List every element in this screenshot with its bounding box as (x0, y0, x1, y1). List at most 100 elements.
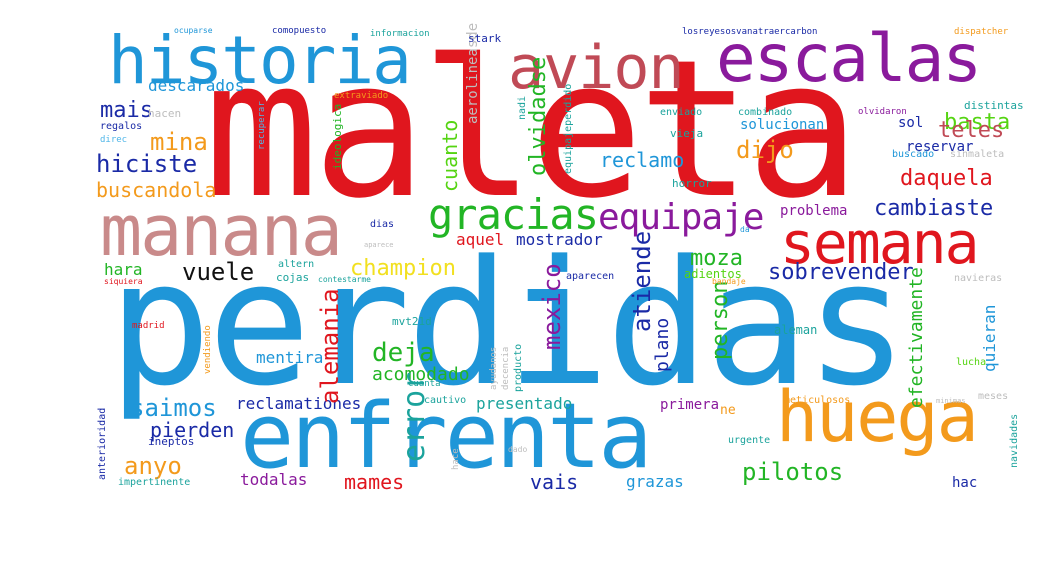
word-saimos: atiende (628, 230, 656, 332)
word-bandaje: bandaje (712, 277, 746, 286)
word-madrid: madrid (132, 321, 165, 331)
word-regalos: regalos (100, 121, 143, 132)
word-atiende: reclamationes (236, 394, 362, 413)
word-todalas: anyo (124, 452, 182, 480)
word-buscado: buscado (892, 149, 935, 160)
word-mina: mina (150, 128, 208, 156)
word-nadi: nadi (517, 95, 528, 120)
word-dispatcher: dispatcher (954, 27, 1009, 37)
word-olvidadse: grazas (626, 472, 684, 491)
word-enviado: enviado (660, 107, 703, 118)
word-informacion: informacion (370, 29, 430, 39)
word-mexico: hac (952, 475, 978, 491)
word-reclamo: reclamo (600, 148, 685, 172)
word-aquel: aquel (456, 230, 505, 249)
word-cambiaste: cambiaste (874, 196, 994, 221)
word-ocuparse: ocuparse (174, 26, 213, 35)
word-ne: ne (720, 403, 736, 418)
word-da: da (740, 225, 750, 234)
word-acomodado: alemania (316, 288, 344, 404)
word-combinado: combinado (738, 107, 793, 118)
word-meses: meses (978, 391, 1009, 402)
word-comopuesto: comopuesto (272, 26, 327, 36)
word-hace: hace (451, 448, 461, 470)
word-anterioridad: anterioridad (97, 407, 108, 480)
word-navidades: navidades (1009, 413, 1020, 468)
word-grazas: saimos (130, 394, 217, 422)
word-descarados: pilotos (742, 458, 844, 486)
word-quieran: olvidadse (526, 56, 551, 176)
word-recuperar: recuperar (257, 101, 267, 150)
word-cautivo: cautivo (424, 395, 467, 406)
word-manana: manana (100, 190, 343, 272)
word-anyo: person (708, 280, 733, 360)
word-aerolineasde: mames (344, 470, 405, 494)
word-siquiera: siquiera (104, 277, 143, 286)
word-aparecen: aparecen (566, 271, 615, 282)
word-problema: problema (780, 203, 848, 219)
word-vuele: vuele (182, 258, 255, 286)
word-vieja: vieja (670, 127, 704, 140)
word-moza: moza (690, 246, 743, 271)
word-reclamationes: presentado (476, 394, 573, 413)
word-reservar: reservar (906, 139, 974, 155)
word-maleta: maleta (204, 19, 860, 240)
word-minimas: minimas (936, 397, 966, 405)
word-contestarme: contestarme (318, 275, 371, 284)
word-sinmaleta: sinmaleta (950, 149, 1005, 160)
word-stark: stark (468, 32, 502, 45)
word-hiciste: hiciste (96, 150, 198, 178)
word-sol: sol (898, 115, 924, 131)
word-huega: huega (776, 376, 979, 458)
word-presentado: efectivamente (906, 267, 927, 408)
word-horror: horror (672, 177, 712, 190)
word-historia: historia (108, 22, 412, 99)
word-altern: altern (278, 259, 315, 270)
word-dijo: dijo (736, 136, 794, 164)
word-aparece: aparece (364, 241, 394, 249)
word-daquela: daquela (900, 166, 993, 191)
word-navieras: navieras (954, 273, 1003, 284)
word-impertinente: impertinente (118, 477, 191, 488)
word-ideologica: ideologica (331, 103, 344, 170)
word-sobrevender: sobrevender (768, 260, 914, 285)
word-distintas: distintas (964, 99, 1024, 112)
word-equipaje: equipaje (598, 197, 764, 238)
word-cuanto: vais (530, 470, 579, 494)
word-alemania: todalas (240, 470, 308, 489)
word-mostrador: mostrador (516, 230, 603, 249)
word-equipajeperdido: equipajeperdido (563, 83, 574, 174)
word-person: descarados (148, 76, 245, 95)
word-producto: producto (513, 343, 524, 392)
word-solucionan: solucionan (740, 117, 825, 133)
word-mentira: mexico (538, 263, 566, 350)
word-enfrenta: enfrenta (240, 384, 652, 489)
word-dias: dias (370, 219, 395, 230)
word-deja: deja (372, 338, 435, 368)
word-vendiendo: vendiendo (203, 325, 213, 374)
word-basta: basta (944, 110, 1011, 135)
word-olvidaron: olvidaron (858, 107, 907, 117)
word-direc: direc (100, 135, 128, 145)
word-vais: mentira (256, 348, 324, 367)
word-mais: mais (100, 98, 153, 123)
word-losreyesosvanatraercarbon: losreyesosvanatraercarbon (682, 27, 818, 37)
word-adientos: adientos (684, 267, 742, 281)
word-champion: champion (350, 256, 456, 281)
word-aleman: aleman (774, 323, 818, 337)
word-avion: avion (508, 33, 685, 103)
word-pierden: plano (652, 317, 673, 372)
word-extraviado: extraviado (334, 91, 389, 101)
word-buscandola: buscandola (96, 178, 217, 202)
word-hara: primera (660, 397, 720, 413)
word-dado: dado (508, 445, 528, 454)
word-lucha: lucha (956, 357, 987, 368)
word-cojas: cojas (276, 271, 310, 284)
word-gracias: gracias (428, 190, 599, 239)
word-mvt21d: mvt21d (392, 315, 432, 328)
word-semana: semana (780, 209, 980, 277)
word-teles: teles (938, 118, 1005, 143)
word-ineptos: ineptos (148, 435, 195, 448)
word-decencia: decencia (501, 346, 511, 390)
